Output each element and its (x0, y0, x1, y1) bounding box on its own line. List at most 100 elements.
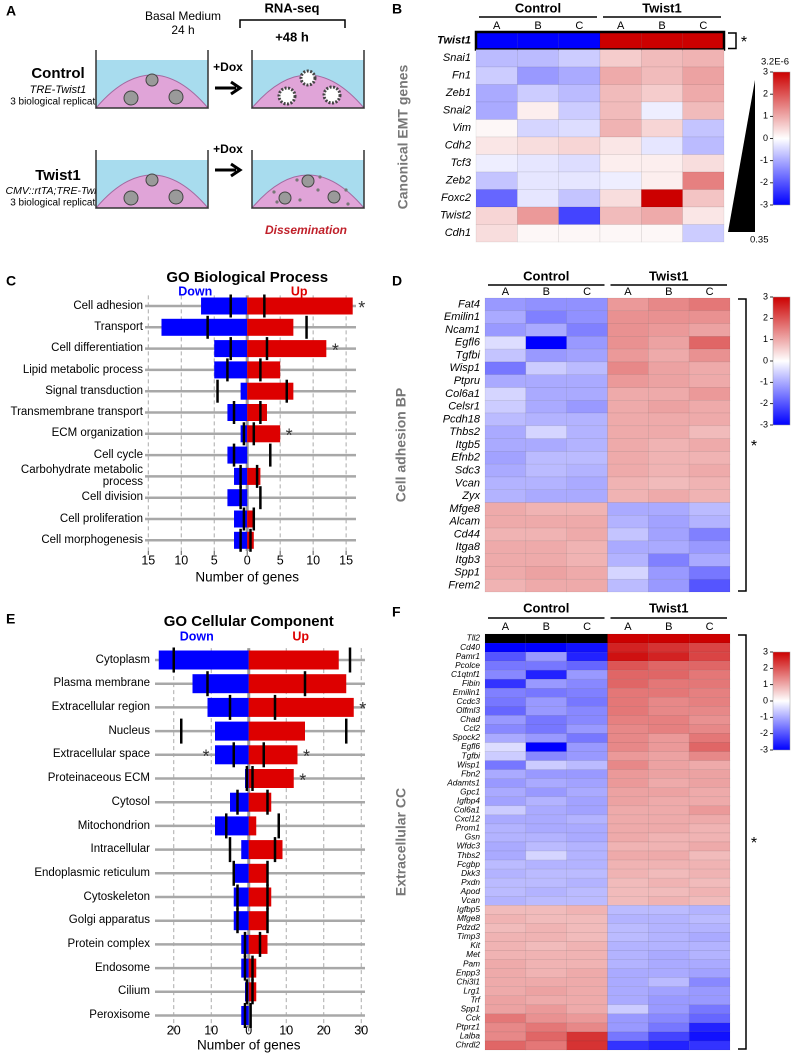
bar (233, 887, 249, 907)
heatmap-cell (682, 66, 725, 85)
bar (247, 340, 327, 358)
heatmap-cell (484, 742, 527, 752)
heatmap-cell (607, 859, 649, 870)
row-label: Met (466, 949, 481, 959)
heatmap-cell (688, 832, 731, 843)
row-label: Fibin (462, 678, 480, 688)
colorbar-tick-label: 0 (763, 695, 768, 705)
row-label: Twist1 (437, 35, 471, 47)
row-label: Itgb3 (456, 554, 481, 566)
heatmap-cell (525, 733, 567, 743)
colorbar-tick-label: -3 (760, 744, 768, 754)
heatmap-cell (648, 633, 690, 644)
heatmap-cell (688, 697, 731, 707)
heatmap-cell (517, 206, 559, 225)
heatmap-cell (648, 950, 690, 960)
heatmap-cell (566, 451, 608, 465)
heatmap-cell (607, 566, 649, 580)
organoid (278, 191, 292, 205)
significance-label: * (751, 438, 757, 455)
heatmap-cell (688, 896, 731, 906)
heatmap-cell (566, 733, 608, 743)
colorbar-tick-label: -1 (760, 377, 768, 387)
heatmap-cell (566, 715, 608, 725)
row-label: Cd44 (454, 528, 480, 540)
heatmap-cell (566, 941, 608, 951)
heatmap-cell (648, 814, 690, 825)
heatmap-cell (607, 412, 649, 427)
bar (247, 425, 281, 443)
bar (233, 911, 249, 931)
bar (201, 297, 248, 315)
heatmap-cell (484, 968, 527, 978)
pvalue-wedge (728, 80, 755, 232)
heatmap-cell (475, 224, 518, 243)
heatmap-cell (566, 742, 608, 752)
heatmap-cell (607, 400, 649, 414)
heatmap-cell (688, 412, 731, 427)
row-label: Pam (463, 958, 480, 968)
heatmap-cell (484, 814, 527, 825)
heatmap-cell (525, 760, 567, 770)
heatmap-cell (566, 841, 608, 852)
heatmap-cell (566, 425, 608, 439)
heatmap-cell (525, 310, 567, 324)
treatment: +Dox (213, 142, 243, 156)
heatmap-cell (525, 527, 567, 542)
data-label: * (286, 426, 293, 446)
heatmap-cell (558, 84, 601, 103)
heatmap-cell (484, 877, 527, 888)
heatmap-cell (566, 787, 608, 798)
heatmap-cell (688, 678, 731, 689)
heatmap-cell (525, 502, 567, 516)
row-label: Spock2 (452, 732, 480, 742)
row-label: Egfl6 (461, 741, 480, 751)
bar (247, 467, 261, 485)
bar (234, 510, 248, 528)
category-label: Cytoplasm (95, 653, 150, 666)
arrow (215, 162, 243, 178)
heatmap-cell (525, 751, 567, 761)
heatmap-cell (607, 751, 649, 761)
row-label: Olfml3 (456, 705, 480, 715)
heatmap-cell (558, 206, 601, 225)
heatmap-cell (688, 923, 731, 933)
heatmap-cell (525, 387, 567, 401)
outcome: Dissemination (265, 223, 347, 237)
heatmap-cell (566, 760, 608, 770)
heatmap-cell (607, 868, 649, 879)
heatmap-cell (566, 297, 608, 312)
panel-letter: E (6, 611, 15, 627)
bar (230, 792, 249, 812)
heatmap-cell (648, 923, 690, 933)
heatmap-cell (566, 336, 608, 350)
heatmap-cell (607, 660, 649, 671)
row-label: Wisp1 (450, 362, 480, 374)
legend-label: Down (178, 284, 212, 298)
column-label: C (575, 20, 583, 32)
row-label: Emilin1 (453, 687, 480, 697)
heatmap-cell (607, 832, 649, 843)
heatmap-cell (607, 578, 649, 593)
heatmap-cell (525, 678, 567, 689)
row-label: Lrg1 (463, 985, 480, 995)
heatmap-cell (525, 463, 567, 478)
heatmap-cell (607, 968, 649, 978)
heatmap-cell (566, 706, 608, 716)
heatmap-cell (566, 950, 608, 960)
heatmap-cell (484, 751, 527, 761)
heatmap-cell (517, 31, 559, 50)
row-label: Spp1 (461, 1003, 480, 1013)
significance-label: * (741, 34, 747, 51)
dish-wall (251, 150, 365, 209)
heatmap-cell (484, 950, 527, 960)
colorbar-tick-label: 0 (763, 355, 768, 365)
heatmap-cell (688, 310, 731, 324)
heatmap-cell (484, 502, 527, 516)
heatmap-cell (484, 387, 527, 401)
bar (161, 318, 248, 336)
group-label: Control (523, 268, 569, 283)
heatmap-cell (566, 923, 608, 933)
row-label: Frem2 (448, 580, 480, 592)
